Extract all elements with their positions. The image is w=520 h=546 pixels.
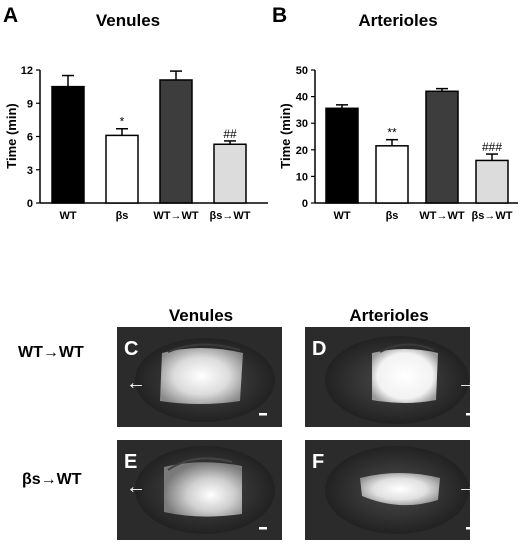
arrow-right-icon: → [457,372,477,394]
significance-label: ** [387,126,397,140]
y-axis-label-arterioles: Time (min) [278,103,293,169]
y-tick-label: 12 [21,65,33,77]
chart-title-venules: Venules [96,11,160,30]
x-tick-label: WT [333,210,350,222]
panel-letter-d: D [312,338,326,360]
micrograph-d: D → [305,327,477,427]
arrow-left-icon: ← [126,372,146,394]
y-tick-label: 10 [296,171,308,183]
bar-βs [375,145,409,204]
bar-WT [51,85,85,204]
x-tick-label: WT→WT [153,210,198,222]
micrograph-c-edge [167,343,241,353]
plot-area-venules: 0 3 6 9 12 WT * βs WT→WT ## βs→WT [21,65,268,222]
y-tick-label: 0 [302,198,308,210]
bar-βs→WT [213,143,247,204]
significance-label: ## [223,127,237,141]
micrograph-grid: Venules Arterioles WT→WT βs→WT C ← D → [18,306,477,540]
scale-bar-f [466,527,474,530]
y-tick-label: 9 [27,98,33,110]
bar-βs→WT [475,159,509,204]
bar-WT→WT [425,90,459,204]
bar-WT→WT [159,79,193,204]
micrograph-f: F → [305,440,477,540]
panel-letter-a: A [3,4,18,27]
x-tick-label: βs→WT [472,210,513,222]
scale-bar-d [466,413,474,416]
panel-letter-b: B [272,4,287,27]
arrow-right-icon: → [457,476,477,498]
x-tick-label: βs→WT [210,210,251,222]
micrograph-f-vessel [360,473,440,506]
micrograph-c: C ← [117,327,282,427]
bar-WT [325,107,359,204]
row-title-wt-wt: WT→WT [18,344,84,361]
chart-venules: A Venules Time (min) 0 3 6 9 12 WT * βs WT→WT ## β… [3,4,268,222]
micrograph-d-vessel [372,349,438,403]
significance-label: ### [482,140,502,154]
micrograph-d-edge [379,343,435,353]
bar-βs [105,134,139,204]
y-tick-label: 30 [296,118,308,130]
panel-letter-e: E [124,451,137,473]
row-title-bs-wt: βs→WT [22,471,82,488]
x-tick-label: βs [386,210,399,222]
y-tick-label: 20 [296,145,308,157]
y-axis-label-venules: Time (min) [4,103,19,169]
y-tick-label: 40 [296,92,308,104]
y-tick-label: 3 [27,165,33,177]
y-tick-label: 6 [27,132,33,144]
scale-bar-e [259,527,267,530]
y-tick-label: 50 [296,65,308,77]
plot-area-arterioles: 0 10 20 30 40 50 WT ** βs WT→WT ### βs→WT [296,65,518,222]
column-title-arterioles: Arterioles [349,306,428,325]
chart-title-arterioles: Arterioles [358,11,437,30]
micrograph-c-vessel [160,348,243,404]
micrograph-e-vessel [164,462,242,517]
scale-bar-c [259,413,267,416]
y-tick-label: 0 [27,198,33,210]
panel-letter-c: C [124,338,138,360]
panel-letter-f: F [312,451,324,473]
micrograph-e: E ← [117,440,282,540]
x-tick-label: βs [116,210,129,222]
x-tick-label: WT→WT [419,210,464,222]
x-tick-label: WT [59,210,76,222]
arrow-left-icon: ← [126,476,146,498]
significance-label: * [120,115,125,129]
column-title-venules: Venules [169,306,233,325]
chart-arterioles: B Arterioles Time (min) 0 10 20 30 40 50 WT ** β… [272,4,518,222]
micrograph-e-edge [167,457,233,471]
